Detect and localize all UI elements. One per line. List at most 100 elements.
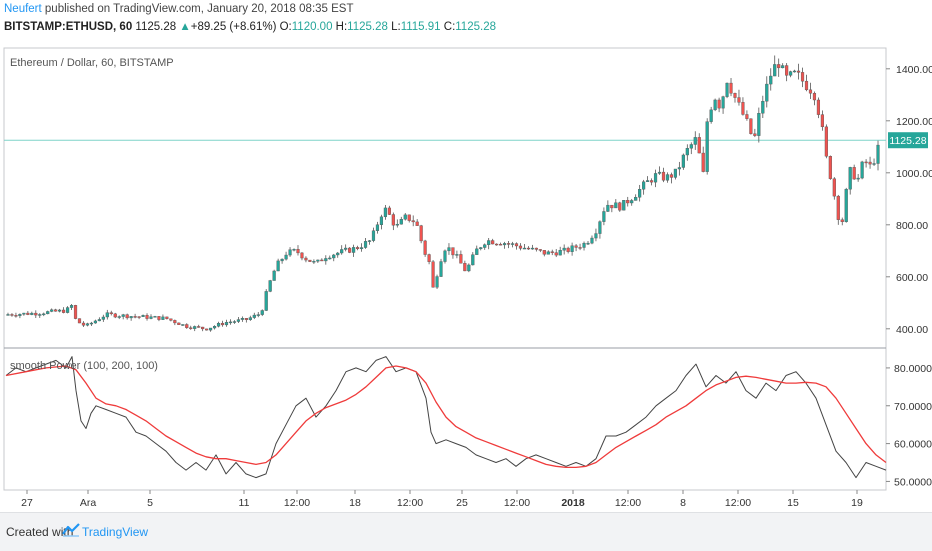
candle-body (141, 315, 145, 317)
candle-body (737, 97, 741, 103)
candle-body (236, 319, 240, 322)
candle-body (280, 258, 284, 262)
symbol-label[interactable]: BITSTAMP:ETHUSD, 60 (4, 21, 133, 33)
candle-body (725, 82, 729, 97)
candle-body (864, 161, 868, 164)
close-value: 1125.28 (455, 21, 496, 33)
candle-body (681, 154, 685, 168)
candle-body (403, 214, 407, 220)
candle-body (554, 252, 558, 256)
candle-body (89, 322, 94, 325)
candle-body (181, 324, 185, 326)
candle-body (673, 168, 677, 178)
candle-body (479, 247, 483, 250)
candle-body (796, 70, 801, 73)
candle-body (209, 327, 213, 331)
candle-body (638, 189, 642, 198)
candle-body (455, 254, 459, 256)
footer: Created with TradingView (0, 512, 932, 551)
x-tick-label: 12:00 (397, 497, 423, 509)
candle-body (463, 263, 467, 272)
candle-body (447, 247, 451, 252)
tradingview-logo-icon (62, 523, 80, 537)
candle-body (435, 276, 439, 288)
candle-body (256, 314, 260, 316)
candle-body (97, 319, 101, 322)
candle-body (614, 202, 618, 209)
candle-body (125, 314, 129, 319)
author-link[interactable]: Neufert (4, 3, 42, 15)
candle-body (721, 96, 725, 109)
candle-body (773, 64, 777, 77)
candle-body (22, 312, 26, 315)
candle-body (220, 322, 225, 326)
candle-body (856, 177, 860, 180)
oscillator-pane (5, 356, 887, 479)
candle-body (757, 113, 761, 136)
candle-body (753, 133, 757, 136)
candle-body (58, 309, 62, 312)
chart-frame (3, 47, 887, 491)
up-arrow-icon: ▲ (179, 21, 191, 33)
x-tick-label: 12:00 (725, 497, 751, 509)
last-price-label-bg (888, 132, 928, 149)
ohlc-header: BITSTAMP:ETHUSD, 60 1125.28 ▲+89.25 (+8.… (4, 21, 496, 33)
candle-body (296, 249, 300, 254)
candle-body (487, 240, 491, 245)
osc-tick-label: 60.0000 (894, 439, 932, 451)
candle-body (876, 144, 880, 164)
candle-body (85, 323, 90, 326)
candle-body (741, 102, 745, 115)
candle-body (729, 82, 733, 94)
candle-body (852, 167, 856, 180)
candle-body (201, 326, 205, 330)
candle-body (252, 314, 256, 318)
candle-body (26, 312, 30, 315)
candle-body (363, 241, 368, 248)
high-value: 1125.28 (347, 21, 388, 33)
candle-body (308, 259, 312, 262)
candle-body (812, 92, 817, 101)
candle-body (288, 249, 292, 256)
candle-body (419, 225, 423, 242)
candle-body (610, 204, 614, 209)
candle-body (669, 174, 674, 178)
tradingview-brand[interactable]: TradingView (82, 525, 149, 539)
candle-body (391, 214, 395, 226)
candle-body (145, 315, 149, 319)
candle-body (387, 207, 391, 215)
price-tick-label: 800.00 (896, 220, 928, 232)
candle-body (761, 101, 765, 114)
candle-body (161, 316, 165, 320)
candle-body (649, 180, 654, 183)
candle-body (848, 167, 852, 190)
x-tick-label: Ara (80, 497, 97, 509)
candle-body (677, 167, 681, 170)
candle-body (665, 174, 670, 181)
candle-body (121, 314, 125, 317)
chart-area[interactable]: 400.00 600.00 800.00 1000.00 1200.00 1400.00 5… (0, 0, 932, 512)
candle-body (411, 220, 415, 223)
candle-body (38, 314, 42, 316)
axes: 400.00 600.00 800.00 1000.00 1200.00 1400.00 5… (21, 64, 932, 509)
osc-tick-label: 50.0000 (894, 476, 932, 488)
candle-body (530, 247, 534, 250)
low-value: 1115.91 (400, 21, 441, 33)
candle-body (177, 322, 181, 325)
candle-body (574, 245, 578, 248)
candle-body (212, 326, 217, 329)
candle-body (661, 171, 666, 181)
candle-body (30, 312, 34, 315)
candle-body (467, 264, 471, 272)
open-label: O: (279, 21, 292, 33)
candle-body (439, 261, 443, 277)
candle-body (709, 109, 713, 122)
x-tick-label: 27 (21, 497, 33, 509)
candle-body (542, 250, 546, 255)
candle-body (566, 247, 570, 252)
candle-body (685, 148, 689, 156)
candle-body (646, 180, 650, 182)
candle-body (594, 233, 598, 239)
low-label: L: (391, 21, 401, 33)
price-change: +89.25 (+8.61%) (190, 21, 277, 33)
